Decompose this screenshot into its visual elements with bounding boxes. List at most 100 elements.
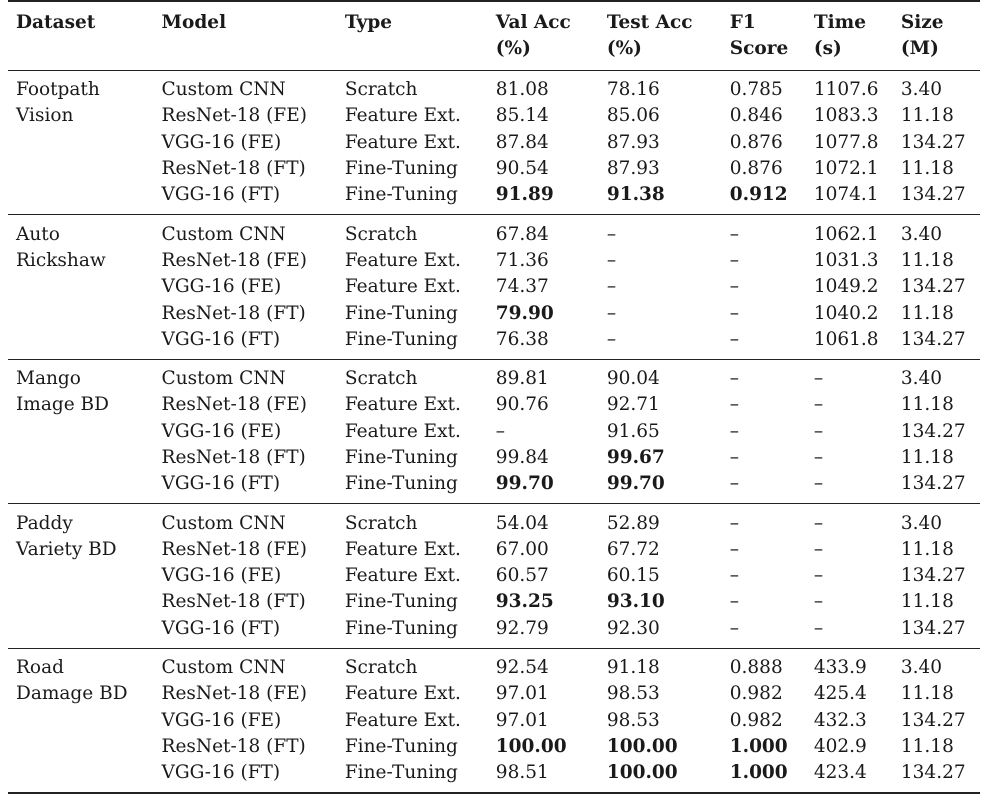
type-cell: Feature Ext. [344, 249, 461, 271]
header-row: Dataset Model Type Val Acc (%) Test Acc (%… [8, 1, 980, 71]
test-cell: 78.16 [606, 79, 660, 101]
model-cell: VGG-16 (FE) [161, 709, 282, 731]
test-cell: 87.93 [606, 158, 660, 180]
size-cell: 134.27 [900, 328, 966, 350]
dataset-cell [8, 589, 154, 615]
dataset-group: Paddy Custom CNN Scratch 54.04 52.89 – – 3.40 Va… [8, 503, 980, 648]
table-row: VGG-16 (FE) Feature Ext. 60.57 60.15 – – 134.2… [8, 563, 980, 589]
size-cell: 3.40 [900, 512, 943, 534]
table-row: Mango Custom CNN Scratch 89.81 90.04 – – 3.40 [8, 359, 980, 392]
dataset-cell [8, 760, 154, 793]
val-cell: – [495, 420, 506, 442]
model-cell: VGG-16 (FT) [161, 328, 281, 350]
val-cell: 89.81 [495, 368, 549, 390]
time-cell: – [813, 394, 824, 416]
test-cell: 91.18 [606, 657, 660, 679]
model-cell: ResNet-18 (FE) [161, 249, 307, 271]
f1-cell: – [729, 420, 739, 442]
header-test-acc: Test Acc (%) [599, 1, 722, 71]
dataset-cell [8, 182, 154, 215]
type-cell: Feature Ext. [344, 538, 461, 560]
table-row: Variety BD ResNet-18 (FE) Feature Ext. 67.0… [8, 537, 980, 563]
size-cell: 11.18 [900, 735, 954, 757]
header-val-acc-line1: Val Acc [495, 12, 571, 33]
table-row: VGG-16 (FT) Fine-Tuning 99.70 99.70 – – 134.27 [8, 471, 980, 504]
type-cell: Scratch [344, 79, 418, 101]
test-cell: 90.04 [606, 368, 660, 390]
test-cell: – [606, 302, 617, 324]
table-header: Dataset Model Type Val Acc (%) Test Acc (%… [8, 1, 980, 71]
header-f1-line1: F1 [729, 12, 756, 33]
size-cell: 3.40 [900, 657, 943, 679]
f1-cell: 0.888 [729, 657, 783, 679]
dataset-cell [8, 327, 154, 360]
model-cell: VGG-16 (FE) [161, 131, 282, 153]
dataset-cell [8, 471, 154, 504]
size-cell: 134.27 [900, 276, 966, 298]
header-time-line2: (s) [813, 38, 842, 59]
f1-cell: 0.876 [729, 131, 783, 153]
type-cell: Feature Ext. [344, 276, 461, 298]
type-cell: Feature Ext. [344, 394, 461, 416]
type-cell: Fine-Tuning [344, 302, 458, 324]
time-cell: 402.9 [813, 735, 867, 757]
test-cell: 93.10 [606, 591, 665, 613]
val-cell: 100.00 [495, 735, 567, 757]
table-row: ResNet-18 (FT) Fine-Tuning 90.54 87.93 0.876… [8, 156, 980, 182]
test-cell: 87.93 [606, 131, 660, 153]
type-cell: Feature Ext. [344, 420, 461, 442]
type-cell: Fine-Tuning [344, 158, 458, 180]
time-cell: – [813, 512, 824, 534]
dataset-cell [8, 734, 154, 760]
time-cell: 1040.2 [813, 302, 879, 324]
size-cell: 11.18 [900, 447, 954, 468]
time-cell: 1061.8 [813, 328, 879, 350]
model-cell: ResNet-18 (FT) [161, 302, 306, 324]
header-time-line1: Time [813, 12, 866, 33]
f1-cell: – [729, 223, 739, 245]
test-cell: 92.71 [606, 394, 660, 416]
val-cell: 60.57 [495, 565, 549, 587]
f1-cell: – [729, 473, 739, 495]
time-cell: 1072.1 [813, 158, 879, 180]
f1-cell: – [729, 394, 739, 416]
test-cell: 91.65 [606, 420, 660, 442]
dataset-group: Mango Custom CNN Scratch 89.81 90.04– –3.40 Im… [8, 359, 980, 503]
table-row: Vision ResNet-18 (FE) Feature Ext. 85.14 85.… [8, 103, 980, 129]
table-row: Rickshaw ResNet-18 (FE) Feature Ext. 71.36 –… [8, 248, 980, 274]
model-cell: Custom CNN [161, 368, 286, 390]
header-size-line1: Size [900, 12, 944, 33]
type-cell: Scratch [344, 657, 418, 679]
type-cell: Fine-Tuning [344, 617, 458, 639]
test-cell: – [606, 249, 617, 271]
table-row: VGG-16 (FE) Feature Ext. 87.84 87.93 0.876 10… [8, 130, 980, 156]
header-f1-line2: Score [729, 38, 789, 59]
model-cell: VGG-16 (FE) [161, 276, 282, 298]
header-val-acc-line2: (%) [495, 38, 531, 59]
time-cell: 423.4 [813, 762, 867, 784]
model-cell: Custom CNN [161, 657, 286, 679]
test-cell: 67.72 [606, 538, 660, 560]
header-type-label: Type [344, 12, 393, 33]
f1-cell: 0.912 [729, 184, 788, 206]
test-cell: 52.89 [606, 512, 660, 534]
val-cell: 81.08 [495, 79, 549, 101]
dataset-cell: Footpath [16, 79, 100, 101]
header-type: Type [337, 1, 488, 71]
f1-cell: 0.846 [729, 105, 783, 127]
header-test-acc-line2: (%) [606, 38, 642, 59]
model-cell: ResNet-18 (FE) [161, 683, 307, 705]
f1-cell: – [729, 538, 739, 560]
f1-cell: – [729, 565, 739, 587]
table-row: Road Custom CNN Scratch 92.54 91.18 0.888 433.… [8, 648, 980, 681]
f1-cell: – [729, 302, 739, 324]
type-cell: Fine-Tuning [344, 762, 458, 784]
f1-cell: – [729, 512, 739, 534]
test-cell: 91.38 [606, 184, 665, 206]
dataset-cell: Damage BD [16, 683, 128, 705]
header-val-acc: Val Acc (%) [488, 1, 599, 71]
header-size: Size (M) [893, 1, 980, 71]
time-cell: 425.4 [813, 683, 867, 705]
test-cell: – [606, 328, 617, 350]
size-cell: 134.27 [900, 131, 966, 153]
